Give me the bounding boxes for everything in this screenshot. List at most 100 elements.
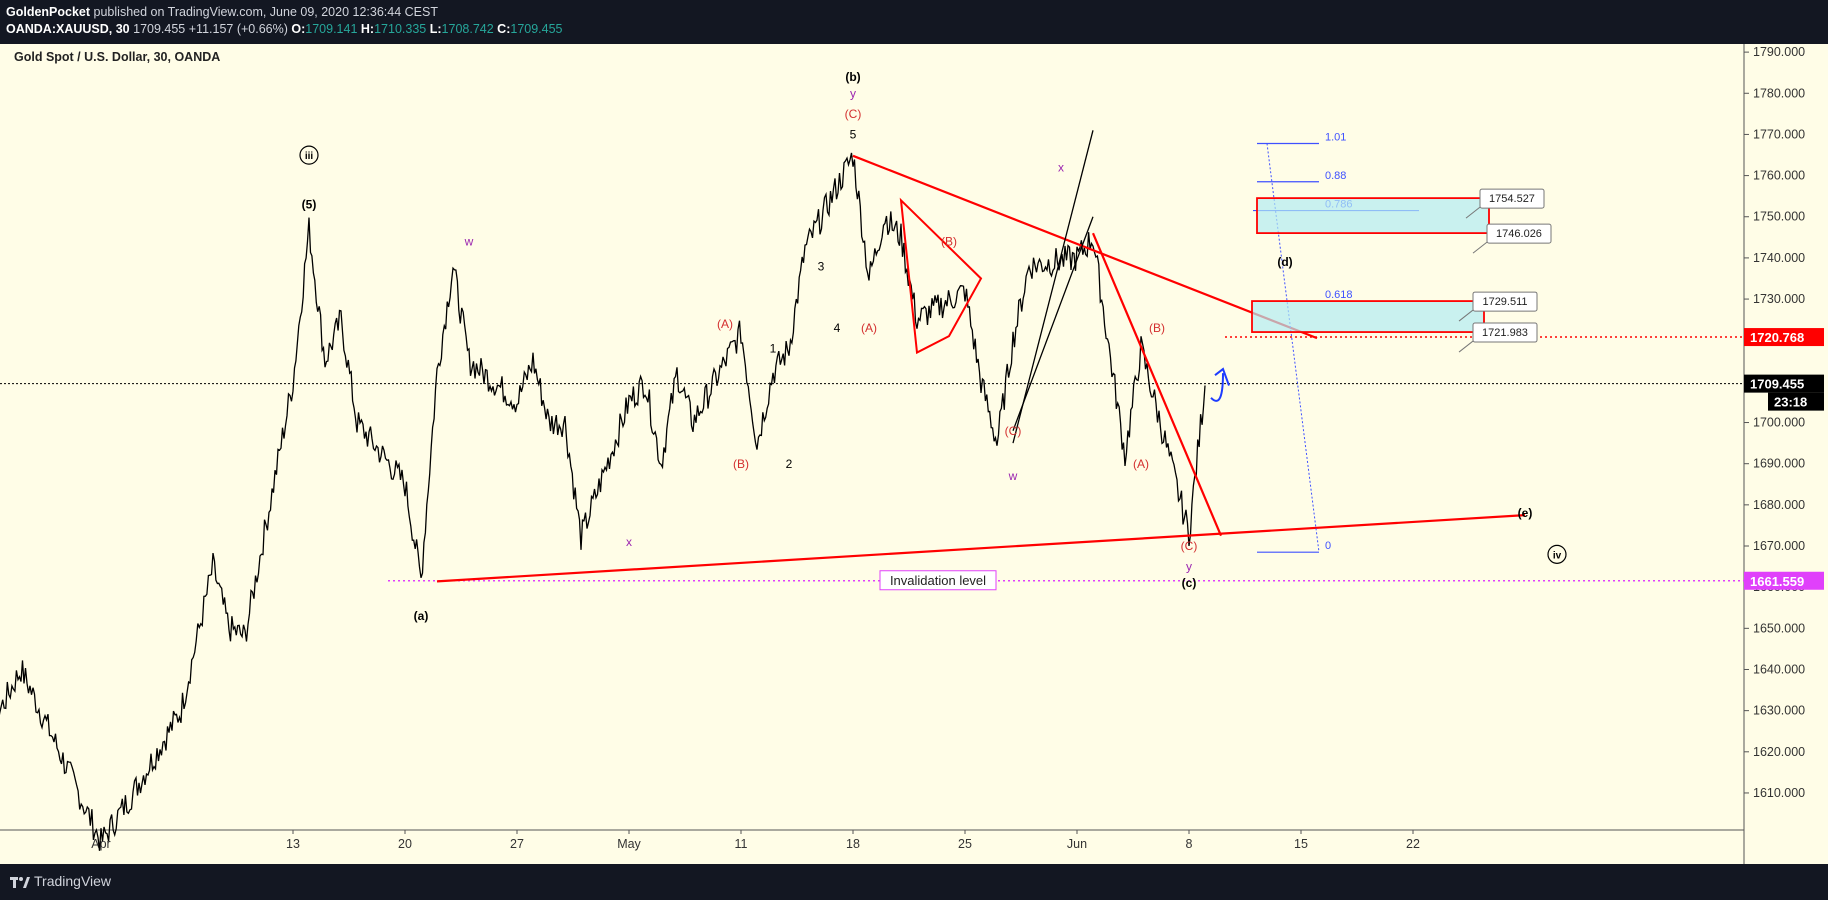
wave-label: x — [1058, 160, 1064, 174]
tradingview-logo-icon[interactable] — [10, 874, 30, 890]
wave-label: y — [850, 86, 856, 100]
projection-arrowhead — [1214, 367, 1230, 386]
fib-level-label: 0.88 — [1325, 170, 1346, 182]
wave-label: (C) — [845, 107, 862, 121]
wave-c-trendline — [1091, 232, 1223, 537]
plot-background — [0, 44, 1744, 830]
y-tick-label: 1650.000 — [1753, 621, 1805, 635]
close-label: C: — [497, 22, 511, 36]
open-value: 1709.141 — [305, 22, 358, 36]
wave-label: (B) — [733, 457, 749, 471]
x-tick-label: 22 — [1406, 837, 1420, 851]
wave-label-circle — [1547, 544, 1567, 564]
wave-label: (B) — [1149, 321, 1165, 335]
wave-label: (C) — [1181, 539, 1198, 553]
high-label: H: — [360, 22, 375, 36]
y-tick-label: 1610.000 — [1753, 786, 1805, 800]
y-tick-label: 1780.000 — [1753, 86, 1805, 100]
footer-bar: TradingView — [0, 864, 1828, 900]
y-tick-label: 1730.000 — [1753, 292, 1805, 306]
x-tick-label: 25 — [958, 837, 972, 851]
price-chart[interactable]: 1610.000 1620.000 1630.000 1640.000 1650.000… — [0, 44, 1828, 864]
wave-label: (b) — [845, 70, 860, 84]
wave-label: iv — [1553, 550, 1562, 561]
resistance-price-tag-bg — [1744, 328, 1824, 347]
wave-label: 5 — [850, 128, 857, 142]
author-name[interactable]: GoldenPocket — [6, 5, 91, 19]
last-price-tag-bg — [1744, 374, 1824, 393]
wave-label: (C) — [1005, 424, 1022, 438]
y-tick-label: 1790.000 — [1753, 45, 1805, 59]
wave-label: (5) — [302, 198, 317, 212]
callout-pointer — [1458, 340, 1474, 353]
y-tick-label: 1770.000 — [1753, 127, 1805, 141]
wave-label: 3 — [818, 259, 825, 273]
projection-arrow — [1210, 373, 1224, 402]
flag-pattern — [899, 197, 983, 355]
x-tick-label: Jun — [1067, 837, 1087, 851]
invalidation-price-tag-bg — [1744, 571, 1824, 590]
x-tick-label: 13 — [286, 837, 300, 851]
price-callout-label: 1729.511 — [1482, 296, 1527, 308]
price-series-line — [0, 152, 1206, 851]
symbol-label[interactable]: OANDA:XAUUSD, 30 — [6, 22, 130, 36]
y-tick-label: 1740.000 — [1753, 251, 1805, 265]
channel-line-lower — [1012, 216, 1094, 431]
target-zone-box — [1256, 197, 1490, 235]
x-tick-label: 11 — [735, 837, 748, 851]
callout-pointer — [1465, 206, 1481, 219]
wave-label: w — [464, 235, 474, 249]
countdown-label: 23:18 — [1774, 395, 1807, 410]
x-tick-label: 15 — [1294, 837, 1308, 851]
low-value: 1708.742 — [441, 22, 494, 36]
brand-name[interactable]: TradingView — [34, 873, 112, 889]
y-tick-label: 1680.000 — [1753, 498, 1805, 512]
invalidation-label: Invalidation level — [890, 573, 986, 588]
wave-label: (d) — [1277, 255, 1292, 269]
chart-title: Gold Spot / U.S. Dollar, 30, OANDA — [14, 50, 220, 64]
channel-line-upper — [1012, 130, 1094, 444]
price-callout-box — [1479, 188, 1545, 209]
chart-area[interactable]: 1610.000 1620.000 1630.000 1640.000 1650.000… — [0, 44, 1828, 864]
y-tick-label: 1670.000 — [1753, 539, 1805, 553]
upper-trendline — [852, 154, 1318, 340]
invalidation-label-box — [879, 570, 997, 591]
wave-label: (e) — [1518, 506, 1533, 520]
published-text: published on TradingView.com, June 09, 2… — [93, 5, 438, 19]
wave-label: 1 — [770, 342, 777, 356]
lower-trendline — [436, 514, 1526, 583]
invalidation-price-tag: 1661.559 — [1750, 574, 1804, 589]
y-tick-label: 1700.000 — [1753, 416, 1805, 430]
price-callout-label: 1721.983 — [1482, 327, 1528, 339]
y-tick-label: 1620.000 — [1753, 745, 1805, 759]
wave-label: w — [1008, 469, 1018, 483]
publish-info: GoldenPocket published on TradingView.co… — [6, 5, 438, 19]
y-tick-label: 1750.000 — [1753, 210, 1805, 224]
time-axis-panel — [0, 830, 1744, 864]
y-tick-label: 1690.000 — [1753, 457, 1805, 471]
high-value: 1710.335 — [374, 22, 427, 36]
price-axis-panel — [1744, 44, 1828, 864]
price-change: +11.157 (+0.66%) — [188, 22, 288, 36]
wave-label: x — [626, 535, 632, 549]
x-tick-label: Apr — [91, 837, 110, 851]
price-callout-box — [1486, 223, 1552, 244]
wave-label: (a) — [414, 609, 429, 623]
symbol-info: OANDA:XAUUSD, 30 1709.455 +11.157 (+0.66… — [6, 22, 563, 36]
publish-header: GoldenPocket published on TradingView.co… — [0, 0, 1828, 44]
fib-level-label: 1.01 — [1325, 131, 1346, 143]
callout-pointer — [1472, 241, 1488, 254]
fib-level-label: 0 — [1325, 540, 1331, 552]
resistance-price-tag: 1720.768 — [1750, 330, 1804, 345]
wave-label: (A) — [861, 321, 877, 335]
last-price-tag: 1709.455 — [1750, 377, 1804, 392]
x-tick-label: 27 — [510, 837, 524, 851]
wave-label: 4 — [834, 321, 841, 335]
x-tick-label: 8 — [1186, 837, 1193, 851]
wave-label: (B) — [941, 235, 957, 249]
y-tick-label: 1630.000 — [1753, 704, 1805, 718]
price-callout-label: 1754.527 — [1489, 193, 1535, 205]
last-price: 1709.455 — [133, 22, 186, 36]
x-tick-label: 20 — [398, 837, 412, 851]
close-value: 1709.455 — [510, 22, 563, 36]
